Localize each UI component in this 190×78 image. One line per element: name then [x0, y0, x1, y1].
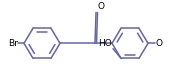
- Text: Br: Br: [8, 39, 18, 48]
- Text: O: O: [156, 39, 163, 48]
- Text: O: O: [97, 2, 104, 11]
- Text: HO: HO: [98, 39, 112, 48]
